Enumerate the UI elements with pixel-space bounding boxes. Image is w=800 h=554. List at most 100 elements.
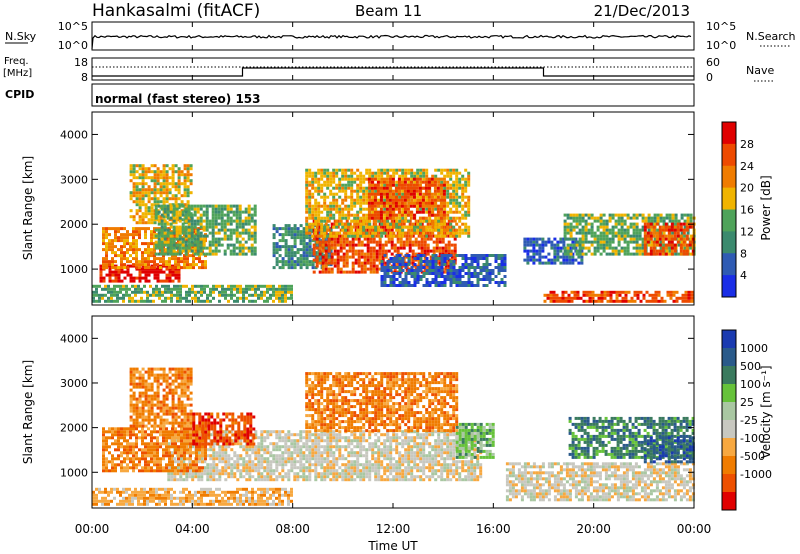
power-cell (195, 230, 198, 234)
power-cell (620, 216, 624, 220)
power-cell (424, 201, 428, 205)
power-cell (674, 216, 678, 220)
power-cell (682, 240, 686, 244)
power-cell (311, 210, 315, 214)
power-cell (617, 249, 621, 253)
power-cell (329, 207, 333, 211)
power-cell (168, 176, 172, 180)
power-cell (244, 240, 248, 244)
power-cell (679, 246, 683, 250)
power-cell (150, 215, 154, 219)
power-cell (317, 180, 321, 184)
power-cell (278, 284, 281, 288)
power-cell (126, 251, 129, 255)
power-cell (205, 219, 209, 223)
power-cell (329, 231, 333, 235)
power-cell (612, 299, 616, 303)
power-cell (455, 222, 459, 226)
power-cell (126, 266, 129, 270)
power-cell (186, 173, 190, 177)
power-cell (590, 234, 594, 238)
power-cell (633, 299, 637, 303)
power-cell (680, 213, 684, 217)
power-cell (657, 290, 661, 294)
power-cell (250, 237, 254, 241)
power-cell (427, 177, 431, 181)
power-cell (541, 237, 545, 241)
power-cell (181, 222, 185, 226)
power-cell (250, 207, 254, 211)
power-cell (341, 210, 345, 214)
power-cell (398, 281, 402, 284)
power-cell (366, 261, 370, 265)
power-cell (356, 198, 360, 202)
power-cell (453, 249, 457, 253)
power-cell (191, 290, 194, 294)
power-cell (159, 270, 163, 274)
power-cell (464, 177, 468, 181)
power-cell (320, 219, 324, 223)
power-cell (321, 249, 325, 253)
power-cell (626, 243, 630, 247)
power-cell (439, 201, 443, 205)
power-cell (154, 234, 158, 238)
power-cell (193, 219, 197, 223)
power-cell (197, 299, 200, 303)
power-cell (491, 269, 495, 272)
power-cell (650, 228, 654, 232)
power-cell (347, 180, 351, 184)
power-cell (443, 284, 447, 287)
power-cell (338, 216, 342, 220)
power-cell (305, 260, 309, 264)
power-cell (193, 252, 197, 256)
power-cell (113, 287, 116, 291)
power-cell (575, 243, 579, 247)
power-cell (344, 189, 348, 193)
power-cell (676, 222, 680, 226)
power-cell (416, 204, 420, 208)
power-cell (332, 201, 336, 205)
power-cell (427, 201, 431, 205)
power-cell (446, 225, 450, 229)
power-cell (369, 249, 373, 253)
power-cell (398, 219, 402, 223)
power-cell (588, 296, 592, 300)
power-cell (169, 231, 173, 235)
power-cell (649, 222, 653, 226)
power-cell (449, 183, 453, 187)
power-cell (308, 254, 312, 258)
freq-left-tick-top: 18 (74, 56, 88, 69)
power-cell (308, 225, 312, 229)
power-cell (629, 237, 633, 241)
power-cell (404, 281, 408, 284)
power-cell (226, 237, 230, 241)
power-cell (638, 213, 642, 217)
power-cell (114, 233, 117, 237)
power-cell (447, 243, 451, 247)
power-cell (412, 216, 416, 220)
power-cell (602, 225, 606, 229)
power-cell (412, 189, 416, 193)
power-cell (275, 257, 279, 261)
power-cell (399, 246, 403, 250)
power-cell (617, 240, 621, 244)
power-cell (326, 174, 330, 178)
velocity-cell (185, 472, 189, 476)
power-cell (305, 245, 309, 249)
power-cell (422, 260, 426, 263)
power-cell (336, 249, 340, 253)
power-cell (272, 293, 275, 297)
power-cell (649, 225, 653, 229)
power-cell (296, 263, 300, 267)
power-cell (263, 299, 266, 303)
power-cell (323, 183, 327, 187)
power-cell (351, 270, 355, 274)
power-cell (439, 192, 443, 196)
power-cell (602, 213, 606, 217)
power-cell (178, 231, 182, 235)
power-cell (359, 228, 363, 232)
power-cell (314, 171, 318, 175)
power-cell (220, 243, 224, 247)
power-cell (172, 228, 176, 232)
power-cell (425, 228, 429, 232)
